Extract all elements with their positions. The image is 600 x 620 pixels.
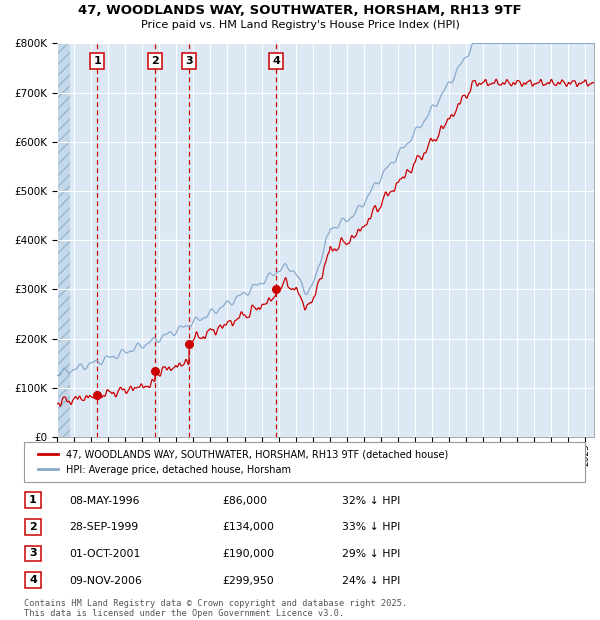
Text: £299,950: £299,950 [222,575,274,586]
Text: 47, WOODLANDS WAY, SOUTHWATER, HORSHAM, RH13 9TF: 47, WOODLANDS WAY, SOUTHWATER, HORSHAM, … [78,4,522,17]
Text: £134,000: £134,000 [222,522,274,533]
Text: 2: 2 [29,521,37,532]
Text: 1: 1 [29,495,37,505]
Text: 32% ↓ HPI: 32% ↓ HPI [342,495,400,506]
Text: £86,000: £86,000 [222,495,267,506]
Text: 2: 2 [151,56,159,66]
Text: Price paid vs. HM Land Registry's House Price Index (HPI): Price paid vs. HM Land Registry's House … [140,20,460,30]
Text: £190,000: £190,000 [222,549,274,559]
FancyBboxPatch shape [25,572,41,588]
Text: 28-SEP-1999: 28-SEP-1999 [69,522,138,533]
Text: 09-NOV-2006: 09-NOV-2006 [69,575,142,586]
FancyBboxPatch shape [25,519,41,534]
FancyBboxPatch shape [24,442,585,482]
Text: 08-MAY-1996: 08-MAY-1996 [69,495,139,506]
FancyBboxPatch shape [25,492,41,508]
Text: 24% ↓ HPI: 24% ↓ HPI [342,575,400,586]
Text: 4: 4 [272,56,280,66]
FancyBboxPatch shape [25,546,41,561]
Text: 33% ↓ HPI: 33% ↓ HPI [342,522,400,533]
Text: 3: 3 [29,548,37,559]
Text: 29% ↓ HPI: 29% ↓ HPI [342,549,400,559]
Text: 01-OCT-2001: 01-OCT-2001 [69,549,140,559]
Text: 4: 4 [29,575,37,585]
Text: 1: 1 [93,56,101,66]
Bar [57,43,70,437]
Text: Contains HM Land Registry data © Crown copyright and database right 2025.
This d: Contains HM Land Registry data © Crown c… [24,599,407,618]
Text: 3: 3 [185,56,193,66]
Legend: 47, WOODLANDS WAY, SOUTHWATER, HORSHAM, RH13 9TF (detached house), HPI: Average : 47, WOODLANDS WAY, SOUTHWATER, HORSHAM, … [34,446,452,479]
